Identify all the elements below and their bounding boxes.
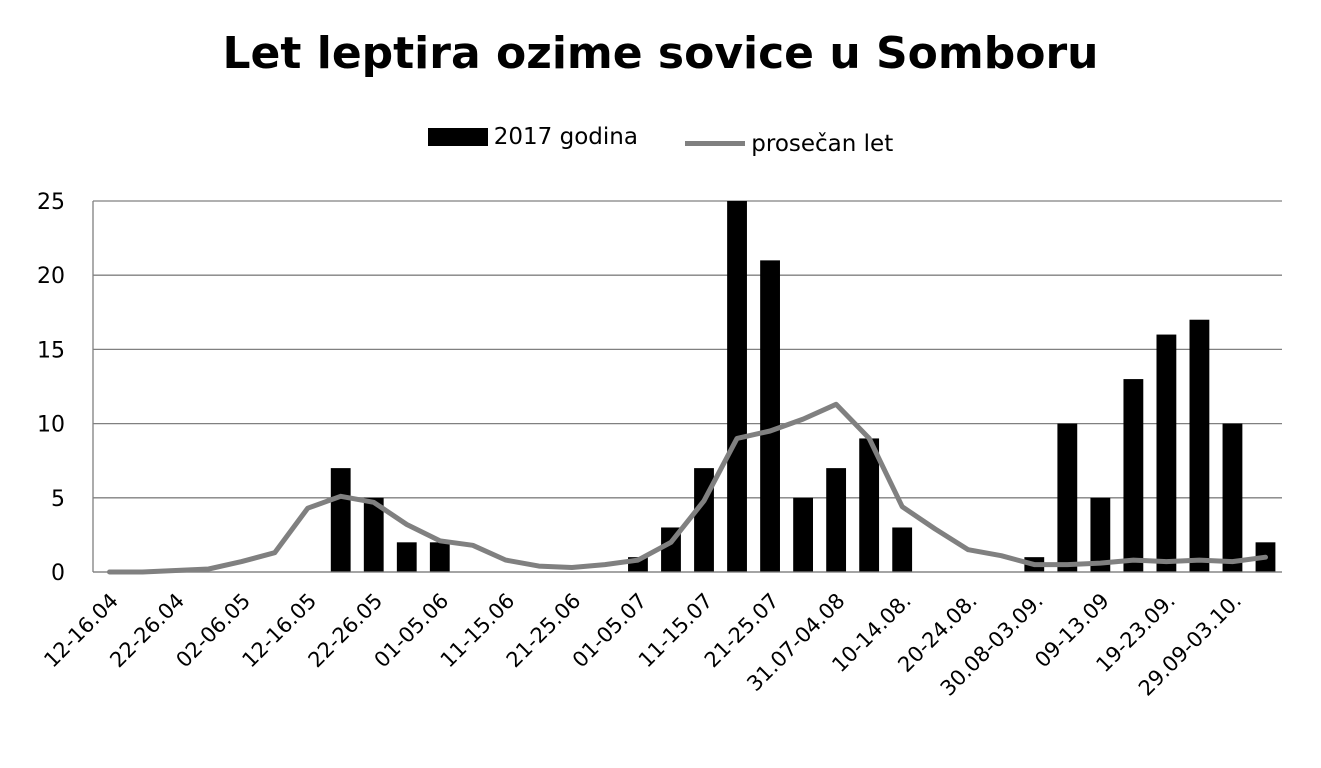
legend-bar-swatch xyxy=(427,128,488,146)
legend-line-swatch xyxy=(685,141,746,146)
bar xyxy=(1189,319,1210,572)
bar xyxy=(363,497,384,572)
bar xyxy=(1090,497,1111,572)
bar xyxy=(892,527,913,572)
y-tick-label: 5 xyxy=(51,487,65,512)
bar xyxy=(1057,423,1078,572)
average-line xyxy=(107,401,1268,575)
bar xyxy=(396,542,417,572)
legend: 2017 godina prosečan let xyxy=(0,124,1321,157)
bar xyxy=(1123,379,1144,572)
x-axis: 12-16.0422-26.0402-06.0512-16.0522-26.05… xyxy=(39,571,1282,701)
bar-series xyxy=(330,201,1276,572)
y-tick-label: 25 xyxy=(37,190,65,215)
y-tick-label: 10 xyxy=(37,413,65,438)
line-series xyxy=(107,401,1268,575)
chart-title: Let leptira ozime sovice u Somboru xyxy=(222,28,1099,79)
legend-item-bars: 2017 godina xyxy=(427,124,638,150)
bar xyxy=(429,542,450,572)
legend-label-bars: 2017 godina xyxy=(493,124,638,150)
bar xyxy=(1222,423,1243,572)
bar xyxy=(793,497,814,572)
bar xyxy=(859,438,880,572)
bar xyxy=(1156,334,1177,572)
legend-item-line: prosečan let xyxy=(685,131,893,157)
bar xyxy=(727,201,747,572)
bar xyxy=(826,468,847,572)
legend-label-line: prosečan let xyxy=(751,130,894,157)
y-axis: 0 5 10 15 20 25 xyxy=(37,190,94,586)
bar xyxy=(760,260,780,572)
y-tick-label: 20 xyxy=(37,264,65,289)
bar xyxy=(330,468,351,572)
y-tick-label: 15 xyxy=(37,338,65,363)
y-tick-label: 0 xyxy=(51,561,65,586)
